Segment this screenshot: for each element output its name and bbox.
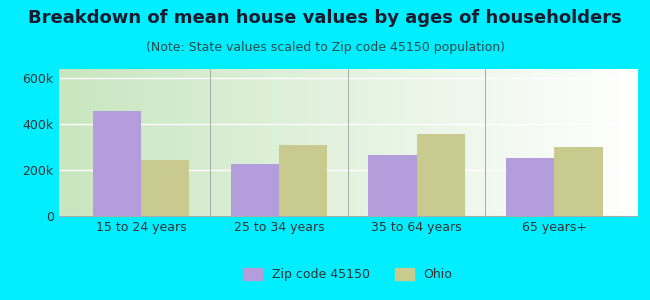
Bar (141, 160, 189, 216)
Bar (231, 164, 279, 216)
Bar (369, 155, 417, 216)
Bar (279, 145, 327, 216)
Bar (506, 158, 554, 216)
Legend: Zip code 45150, Ohio: Zip code 45150, Ohio (238, 263, 458, 286)
Bar (417, 134, 465, 216)
Bar (93, 112, 141, 216)
Text: Breakdown of mean house values by ages of householders: Breakdown of mean house values by ages o… (28, 9, 622, 27)
Text: (Note: State values scaled to Zip code 45150 population): (Note: State values scaled to Zip code 4… (146, 40, 504, 53)
Bar (554, 147, 603, 216)
